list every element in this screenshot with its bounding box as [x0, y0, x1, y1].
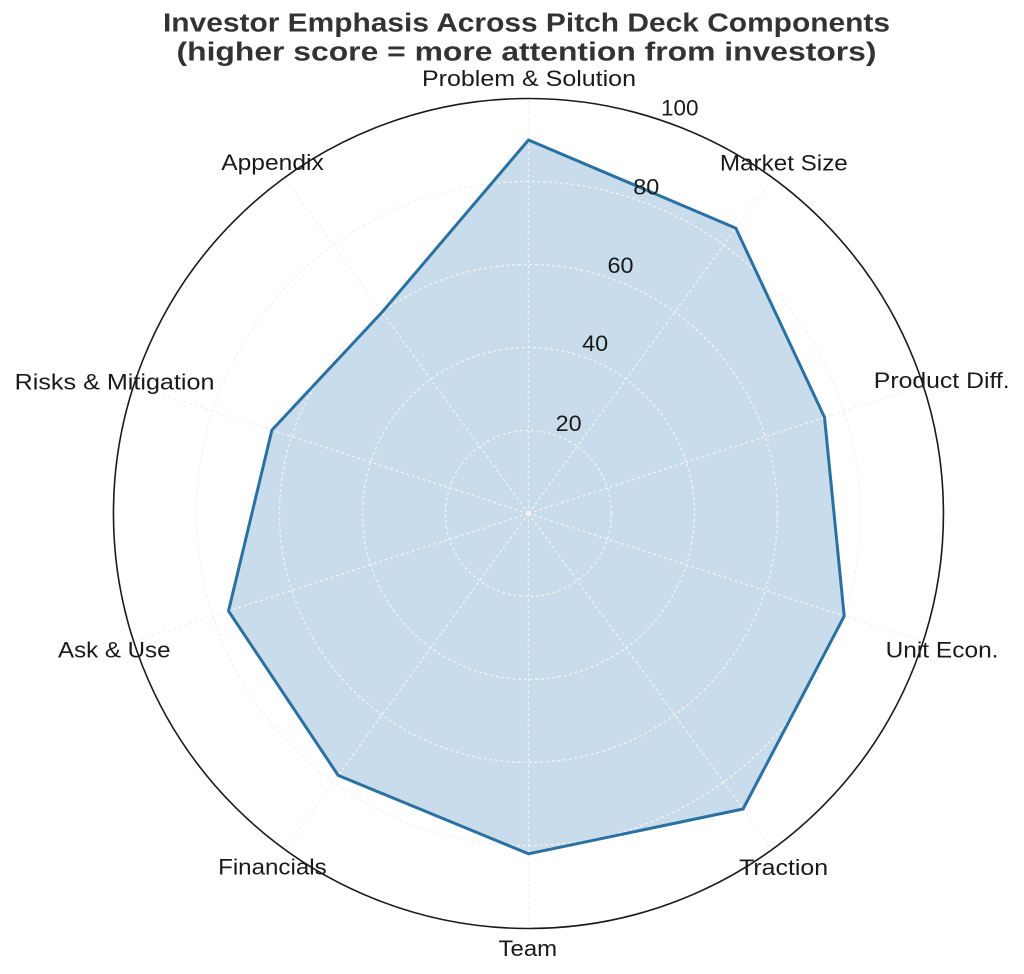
- svg-text:Financials: Financials: [218, 854, 327, 879]
- svg-text:Risks & Mitigation: Risks & Mitigation: [15, 370, 215, 395]
- svg-text:Ask & Use: Ask & Use: [58, 638, 171, 663]
- svg-text:40: 40: [582, 331, 608, 356]
- svg-text:Unit Econ.: Unit Econ.: [886, 638, 999, 663]
- svg-text:20: 20: [556, 411, 582, 436]
- svg-text:60: 60: [608, 253, 634, 278]
- svg-text:Traction: Traction: [739, 855, 828, 880]
- svg-text:Problem & Solution: Problem & Solution: [422, 66, 636, 91]
- svg-text:Investor Emphasis Across Pitch: Investor Emphasis Across Pitch Deck Comp…: [163, 10, 890, 38]
- svg-text:Product Diff.: Product Diff.: [874, 368, 1010, 393]
- svg-text:Appendix: Appendix: [221, 150, 324, 175]
- svg-text:80: 80: [633, 174, 659, 199]
- svg-text:(higher score = more attention: (higher score = more attention from inve…: [177, 38, 877, 66]
- svg-text:100: 100: [661, 96, 699, 121]
- svg-text:Market Size: Market Size: [720, 151, 848, 176]
- svg-text:Team: Team: [499, 936, 558, 961]
